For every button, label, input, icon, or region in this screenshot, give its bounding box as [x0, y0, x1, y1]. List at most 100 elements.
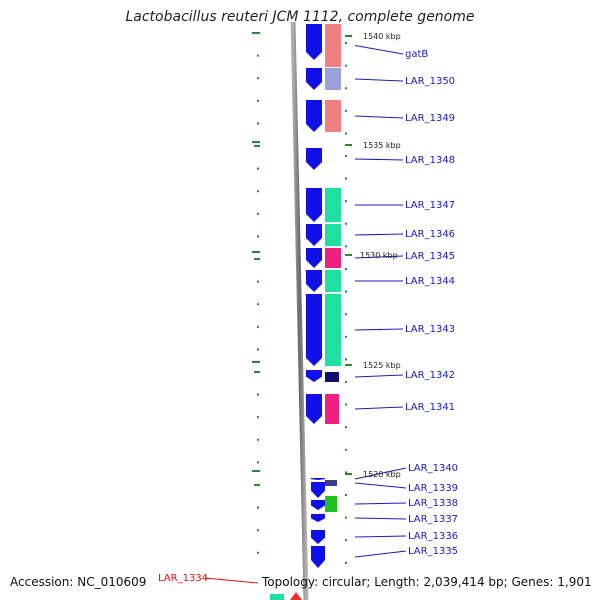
gene-feature	[311, 480, 337, 498]
gene-feature	[306, 370, 339, 382]
gene-arrow	[311, 546, 325, 568]
tick-mark-right	[345, 448, 347, 451]
tick-mark-left	[257, 54, 259, 57]
gene-leader-line	[354, 328, 404, 331]
gene-label: LAR_1338	[408, 498, 458, 509]
gene-leader-line	[354, 255, 404, 259]
gene-arrow	[311, 482, 325, 498]
gene-leader-line	[354, 535, 407, 538]
tick-mark-left	[257, 167, 259, 170]
tick-mark-right	[345, 358, 347, 361]
position-marker-label: 1540 kbp	[363, 32, 401, 41]
gene-category-box	[325, 480, 337, 486]
tick-mark-left	[257, 122, 259, 125]
tick-mark-left	[257, 348, 259, 351]
tick-mark-right	[345, 313, 347, 316]
tick-mark-right	[345, 109, 347, 112]
gene-feature	[306, 224, 341, 246]
gene-feature	[311, 478, 325, 480]
gene-arrow	[306, 270, 322, 292]
highlighted-gene-label: LAR_1334	[158, 573, 208, 584]
highlighted-gene: LAR_1334	[158, 573, 302, 600]
tick-mark-left	[257, 529, 259, 532]
tick-mark-right	[345, 177, 347, 180]
tick-mark-left	[257, 416, 259, 419]
gene-arrow	[311, 514, 325, 522]
position-tick-right	[345, 35, 352, 37]
tick-mark-left	[254, 484, 260, 486]
gene-leader-line	[354, 115, 404, 119]
gene-feature	[306, 68, 341, 90]
genome-title: Lactobacillus reuteri JCM 1112, complete…	[125, 9, 475, 25]
tick-mark-right	[345, 64, 347, 67]
gene-arrow	[306, 370, 322, 382]
position-tick-right	[345, 254, 352, 256]
tick-mark-right	[345, 132, 347, 135]
tick-mark-right	[345, 539, 347, 542]
gene-category-box	[325, 248, 341, 268]
tick-mark-right	[345, 335, 347, 338]
tick-mark-right	[345, 403, 347, 406]
gene-feature	[306, 148, 322, 170]
gene-feature	[306, 248, 341, 268]
position-marker-label: 1530 kbp	[360, 251, 398, 260]
gene-label: LAR_1350	[405, 76, 455, 87]
position-tick-left	[252, 361, 260, 363]
tick-mark-right	[345, 222, 347, 225]
gene-arrow	[306, 24, 322, 60]
gene-label: LAR_1340	[408, 463, 458, 474]
tick-mark-right	[345, 381, 347, 383]
gene-feature	[306, 270, 341, 292]
position-tick-right	[345, 364, 352, 366]
gene-feature	[306, 294, 341, 366]
gene-leader-line	[354, 517, 407, 520]
gene-label: LAR_1335	[408, 546, 458, 557]
tick-mark-left	[257, 212, 259, 215]
gene-category-box	[325, 496, 337, 512]
tick-mark-left	[257, 77, 259, 80]
position-tick-left	[252, 251, 260, 253]
tick-mark-left	[257, 551, 259, 554]
tick-mark-right	[345, 42, 347, 44]
position-tick-left	[252, 470, 260, 472]
position-tick-left	[252, 32, 260, 34]
tick-mark-left	[257, 461, 259, 464]
tick-mark-right	[345, 268, 347, 270]
tick-mark-left	[257, 393, 259, 396]
highlight-arrow	[290, 592, 302, 600]
gene-category-box	[325, 100, 341, 132]
position-tick-right	[345, 473, 352, 475]
tick-mark-right	[345, 471, 347, 474]
gene-track	[306, 24, 341, 568]
tick-mark-left	[257, 190, 259, 193]
tick-mark-right	[345, 516, 347, 519]
gene-leader-line	[354, 467, 407, 480]
gene-leader-line	[354, 550, 407, 558]
tick-mark-left	[257, 99, 259, 102]
gene-category-box	[325, 372, 339, 382]
gene-leader-line	[354, 406, 404, 410]
tick-mark-right	[345, 155, 347, 157]
tick-mark-right	[345, 290, 347, 293]
tick-mark-left	[257, 438, 259, 441]
gene-arrow	[311, 530, 325, 544]
position-tick-left	[252, 141, 260, 143]
tick-marks	[254, 32, 347, 564]
tick-mark-right	[345, 200, 347, 203]
gene-arrow	[306, 394, 322, 424]
gene-arrow	[306, 148, 322, 170]
gene-category-box	[325, 24, 341, 67]
gene-label: LAR_1347	[405, 200, 455, 211]
position-tick-right	[345, 144, 352, 146]
gene-arrow	[306, 68, 322, 90]
gene-category-box	[325, 224, 341, 246]
gene-labels: gatB LAR_1350 LAR_1349 LAR_1348 LAR_1347 LAR_…	[158, 45, 458, 600]
gene-arrow	[306, 294, 322, 366]
gene-feature	[306, 24, 341, 67]
gene-label: LAR_1339	[408, 483, 458, 494]
gene-feature	[306, 188, 341, 222]
position-marker-label: 1525 kbp	[363, 361, 401, 370]
gene-arrow	[306, 248, 322, 268]
gene-category-box	[325, 68, 341, 90]
